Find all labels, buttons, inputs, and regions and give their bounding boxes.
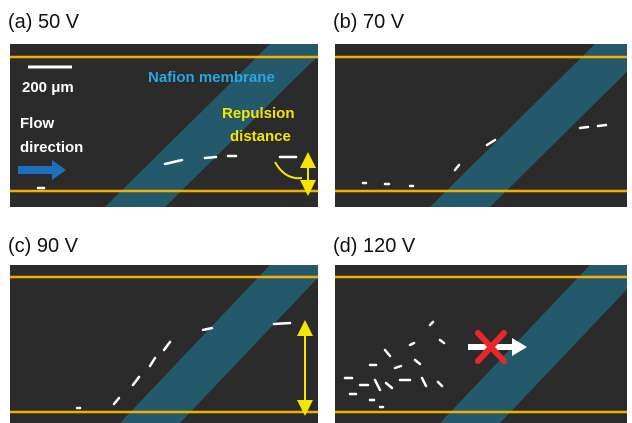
repulsion-label: distance bbox=[230, 128, 291, 145]
flow-label: Flow bbox=[20, 115, 54, 132]
panel-label: (a) 50 V bbox=[8, 11, 80, 33]
panel-image bbox=[335, 44, 632, 207]
flow-label: direction bbox=[20, 139, 83, 156]
panel-label: (c) 90 V bbox=[8, 235, 79, 257]
panel-label: (b) 70 V bbox=[333, 11, 405, 33]
figure: (a) 50 V (b) 70 V (c) 90 V (d) 120 V 200… bbox=[0, 0, 632, 423]
membrane-label: Nafion membrane bbox=[148, 69, 275, 86]
panel-label: (d) 120 V bbox=[333, 235, 416, 257]
panel-image bbox=[10, 265, 330, 423]
scale-label: 200 μm bbox=[22, 79, 74, 96]
repulsion-label: Repulsion bbox=[222, 105, 295, 122]
